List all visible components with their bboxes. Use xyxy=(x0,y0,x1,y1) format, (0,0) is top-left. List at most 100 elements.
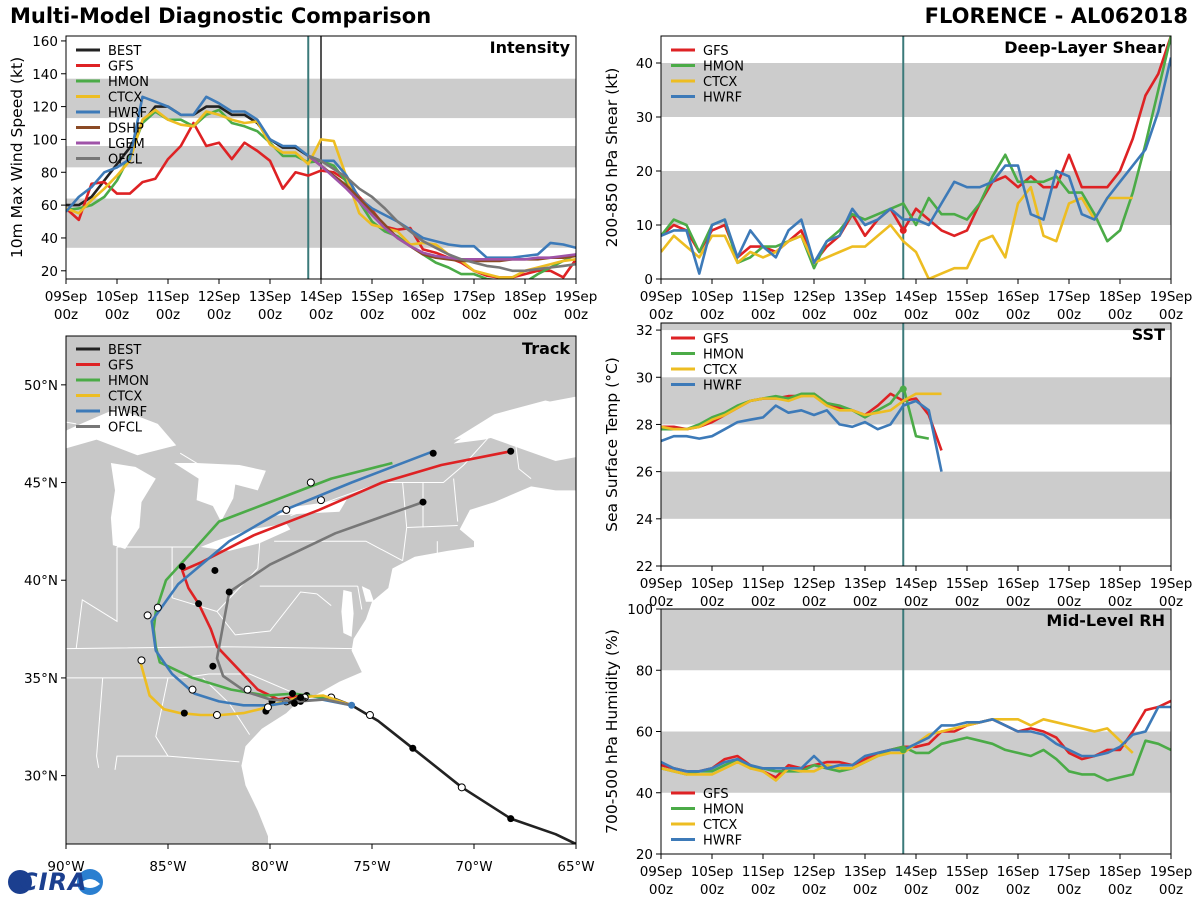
track-ytick-label: 45°N xyxy=(24,476,58,492)
sst-xtick-date: 15Sep xyxy=(946,576,989,592)
intensity-xtick-hour: 00z xyxy=(105,307,129,323)
track-point-best-now xyxy=(290,699,298,707)
sst-ylabel: Sea Surface Temp (°C) xyxy=(603,357,621,532)
rh-xtick-date: 19Sep xyxy=(1150,864,1193,880)
sst-xtick-hour: 00z xyxy=(1006,594,1030,610)
intensity-series-group xyxy=(66,95,576,279)
intensity-xtick-hour: 00z xyxy=(411,307,435,323)
track-point-ctcx xyxy=(137,656,146,665)
rh-xtick-date: 12Sep xyxy=(793,864,836,880)
track-point-gfs xyxy=(211,566,219,574)
intensity-xtick-date: 11Sep xyxy=(147,289,190,305)
rh-xtick-hour: 00z xyxy=(751,882,775,898)
rh-xtick-date: 09Sep xyxy=(640,864,683,880)
sst-ytick-label: 32 xyxy=(636,323,653,339)
rh-xtick-date: 10Sep xyxy=(691,864,734,880)
track-point-ofcl xyxy=(209,662,217,670)
sst-panel: 22 24 26 28 30 32 09Sep 00z 10Sep 00z 11Sep 00z 12Se… xyxy=(603,322,1192,610)
rh-xtick-hour: 00z xyxy=(700,882,724,898)
shear-xtick-date: 17Sep xyxy=(1048,289,1091,305)
rh-xtick-date: 15Sep xyxy=(946,864,989,880)
shear-ytick-label: 40 xyxy=(636,56,653,72)
sst-ytick-label: 26 xyxy=(636,465,653,481)
sst-ytick-label: 24 xyxy=(636,512,653,528)
rh-xtick-hour: 00z xyxy=(904,882,928,898)
track-point-best xyxy=(457,783,466,792)
sst-xtick-date: 10Sep xyxy=(691,576,734,592)
track-xtick-label: 90°W xyxy=(47,859,84,875)
sst-series-hmon xyxy=(661,385,930,440)
intensity-series-ctcx xyxy=(66,108,576,279)
sst-xtick-hour: 00z xyxy=(955,594,979,610)
intensity-ytick-label: 80 xyxy=(41,165,58,181)
track-point-best-now xyxy=(297,693,305,701)
track-xtick-label: 75°W xyxy=(353,859,390,875)
shear-xtick-date: 09Sep xyxy=(640,289,683,305)
track-legend-label-gfs: GFS xyxy=(108,359,134,374)
intensity-ytick-label: 160 xyxy=(32,34,58,50)
sst-xtick-date: 12Sep xyxy=(793,576,836,592)
shear-xtick-date: 13Sep xyxy=(844,289,887,305)
track-point-best-now xyxy=(348,701,356,709)
intensity-xtick-date: 18Sep xyxy=(504,289,547,305)
shear-legend-label-hmon: HMON xyxy=(703,60,744,75)
sst-xtick-date: 13Sep xyxy=(844,576,887,592)
sst-xtick-hour: 00z xyxy=(700,594,724,610)
rh-legend-label-hmon: HMON xyxy=(703,803,744,818)
rh-panel-title: Mid-Level RH xyxy=(1046,611,1165,630)
intensity-legend-label-best: BEST xyxy=(108,44,141,59)
boundary-line-1 xyxy=(179,452,220,478)
lake-michigan xyxy=(110,463,156,549)
boundary-line-23 xyxy=(316,593,332,606)
rh-xtick-hour: 00z xyxy=(1108,882,1132,898)
rh-xtick-hour: 00z xyxy=(649,882,673,898)
intensity-legend-label-lgem: LGEM xyxy=(108,137,145,152)
boundary-line-6 xyxy=(96,677,104,768)
sst-ytick-label: 22 xyxy=(636,559,653,575)
shear-xtick-hour: 00z xyxy=(1006,307,1030,323)
shear-legend-label-gfs: GFS xyxy=(703,44,729,59)
sst-xtick-hour: 00z xyxy=(1057,594,1081,610)
track-point-gfs xyxy=(507,447,515,455)
intensity-ytick-label: 60 xyxy=(41,198,58,214)
track-legend-label-hmon: HMON xyxy=(108,374,149,389)
boundary-line-2 xyxy=(290,435,532,517)
rh-xtick-date: 11Sep xyxy=(742,864,785,880)
shear-xtick-date: 16Sep xyxy=(997,289,1040,305)
rh-panel: 20 40 60 80 100 09Sep 00z 10Sep 00z 11Sep 00z 12Sep… xyxy=(603,602,1192,898)
intensity-xtick-date: 13Sep xyxy=(249,289,292,305)
boundary-line-0 xyxy=(66,421,77,425)
intensity-xtick-hour: 00z xyxy=(207,307,231,323)
track-frame xyxy=(65,335,577,845)
rh-ylabel: 700-500 hPa Humidity (%) xyxy=(603,629,621,834)
track-line-ofcl xyxy=(215,500,424,707)
track-panel: 90°W 85°W 80°W 75°W 70°W 65°W 30°N 35°N 40°N 45°N… xyxy=(24,335,595,875)
track-point-ofcl xyxy=(225,588,233,596)
track-line-hwrf xyxy=(150,450,434,707)
intensity-ytick-label: 120 xyxy=(32,100,58,116)
track-xtick-label: 65°W xyxy=(557,859,594,875)
track-map-group xyxy=(66,336,576,844)
track-xtick-label: 70°W xyxy=(455,859,492,875)
intensity-ytick-label: 40 xyxy=(41,231,58,247)
intensity-xtick-date: 17Sep xyxy=(453,289,496,305)
intensity-legend-label-gfs: GFS xyxy=(108,60,134,75)
rh-xtick-hour: 00z xyxy=(1057,882,1081,898)
rh-legend-label-ctcx: CTCX xyxy=(703,818,737,833)
sst-xtick-date: 18Sep xyxy=(1099,576,1142,592)
track-legend-label-hwrf: HWRF xyxy=(108,405,147,420)
sst-xtick-date: 16Sep xyxy=(997,576,1040,592)
sst-series-group xyxy=(661,385,943,472)
track-ytick-label: 35°N xyxy=(24,671,58,687)
intensity-xtick-date: 15Sep xyxy=(351,289,394,305)
sst-xtick-hour: 00z xyxy=(1159,594,1183,610)
rh-xtick-date: 18Sep xyxy=(1099,864,1142,880)
intensity-xtick-date: 19Sep xyxy=(555,289,598,305)
sst-xtick-hour: 00z xyxy=(802,594,826,610)
shear-series-ctcx xyxy=(661,185,1133,279)
shear-xtick-hour: 00z xyxy=(751,307,775,323)
boundary-line-20 xyxy=(406,525,458,528)
shear-xtick-date: 18Sep xyxy=(1099,289,1142,305)
shear-xtick-hour: 00z xyxy=(1057,307,1081,323)
